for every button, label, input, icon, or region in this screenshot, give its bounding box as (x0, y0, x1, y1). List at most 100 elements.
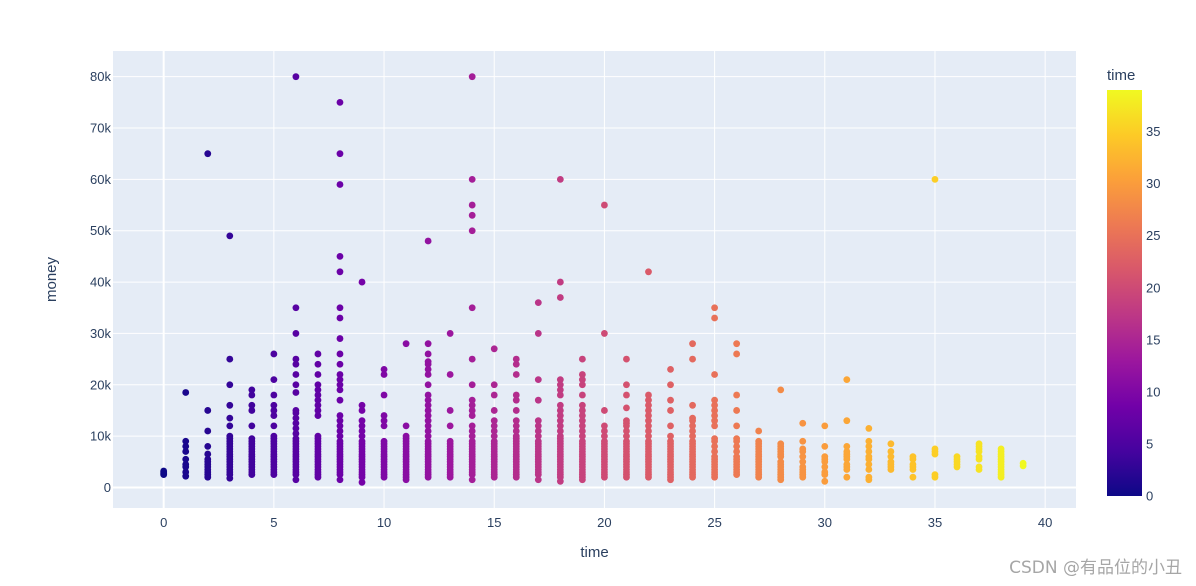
scatter-point (733, 391, 741, 399)
scatter-point (843, 460, 851, 468)
scatter-point (799, 453, 807, 461)
scatter-point (623, 391, 630, 399)
scatter-point (689, 422, 696, 430)
scatter-point (843, 417, 851, 425)
x-tick-label: 5 (270, 515, 277, 530)
scatter-point (402, 432, 410, 440)
scatter-point (336, 150, 344, 158)
scatter-point (799, 463, 807, 471)
scatter-point (490, 427, 498, 435)
scatter-point (226, 232, 234, 240)
scatter-point (490, 417, 498, 425)
scatter-point (821, 463, 829, 471)
scatter-point (689, 437, 696, 445)
scatter-point (578, 412, 586, 419)
y-tick-label: 10k (90, 429, 111, 444)
scatter-point (865, 473, 873, 481)
scatter-point (204, 442, 212, 450)
scatter-point (270, 376, 278, 384)
x-tick-label: 15 (487, 515, 501, 530)
scatter-point (226, 401, 234, 409)
scatter-point (975, 463, 983, 471)
colorbar (1107, 90, 1142, 496)
scatter-point (314, 350, 322, 358)
scatter-point (578, 376, 586, 384)
scatter-point (468, 175, 476, 183)
scatter-point (887, 448, 895, 455)
scatter-point (336, 252, 344, 260)
scatter-point (534, 299, 542, 307)
scatter-point (380, 412, 388, 419)
scatter-point (534, 396, 542, 404)
scatter-point (733, 435, 741, 443)
scatter-point (755, 437, 763, 445)
scatter-point (843, 448, 851, 455)
scatter-point (446, 407, 454, 414)
scatter-point (556, 412, 564, 419)
x-tick-label: 35 (928, 515, 942, 530)
colorbar-tick-label: 15 (1146, 332, 1160, 347)
scatter-point (578, 371, 586, 378)
colorbar-tick-label: 10 (1146, 384, 1160, 399)
scatter-point (314, 381, 322, 389)
scatter-point (380, 371, 388, 378)
scatter-point (380, 437, 388, 445)
scatter-point (601, 427, 608, 435)
scatter-point (270, 407, 278, 414)
scatter-point (336, 396, 344, 404)
scatter-point (204, 450, 212, 458)
scatter-point (336, 432, 344, 440)
scatter-point (777, 458, 785, 466)
scatter-point (248, 391, 256, 399)
scatter-point (336, 98, 344, 106)
scatter-point (689, 414, 696, 422)
scatter-point (887, 440, 895, 448)
scatter-point (931, 175, 939, 183)
scatter-point (578, 391, 586, 399)
scatter-point (292, 389, 300, 396)
scatter-point (645, 401, 652, 409)
scatter-point (424, 407, 432, 414)
scatter-point (468, 381, 476, 389)
scatter-point (711, 448, 718, 455)
scatter-point (1019, 459, 1027, 467)
scatter-point (292, 330, 300, 337)
scatter-point (292, 476, 300, 484)
scatter-point (601, 422, 608, 430)
scatter-point (865, 437, 873, 445)
scatter-point (336, 360, 344, 368)
scatter-point (490, 407, 498, 414)
scatter-point (512, 432, 520, 440)
scatter-point (336, 350, 344, 358)
scatter-point (711, 396, 718, 404)
scatter-point (424, 437, 432, 445)
scatter-point (711, 412, 718, 419)
data-points (160, 73, 1027, 486)
scatter-point (799, 445, 807, 453)
scatter-point (843, 473, 851, 481)
scatter-point (865, 460, 873, 468)
scatter-point (424, 417, 432, 425)
scatter-point (468, 201, 476, 209)
scatter-point (623, 404, 630, 412)
scatter-point (556, 278, 564, 286)
scatter-point (556, 407, 564, 414)
scatter-point (182, 448, 190, 455)
scatter-point (248, 435, 256, 443)
scatter-point (512, 396, 520, 404)
scatter-point (226, 432, 234, 440)
scatter-point (468, 427, 476, 435)
scatter-point (380, 422, 388, 430)
scatter-point (402, 340, 410, 348)
scatter-point (468, 401, 476, 409)
scatter-point (733, 350, 741, 358)
scatter-point (667, 365, 674, 373)
scatter-point (645, 427, 652, 435)
scatter-point (314, 371, 322, 378)
scatter-point (887, 458, 895, 466)
scatter-point (358, 427, 366, 435)
scatter-point (468, 412, 476, 419)
scatter-point (534, 376, 542, 384)
scatter-point (490, 381, 498, 389)
